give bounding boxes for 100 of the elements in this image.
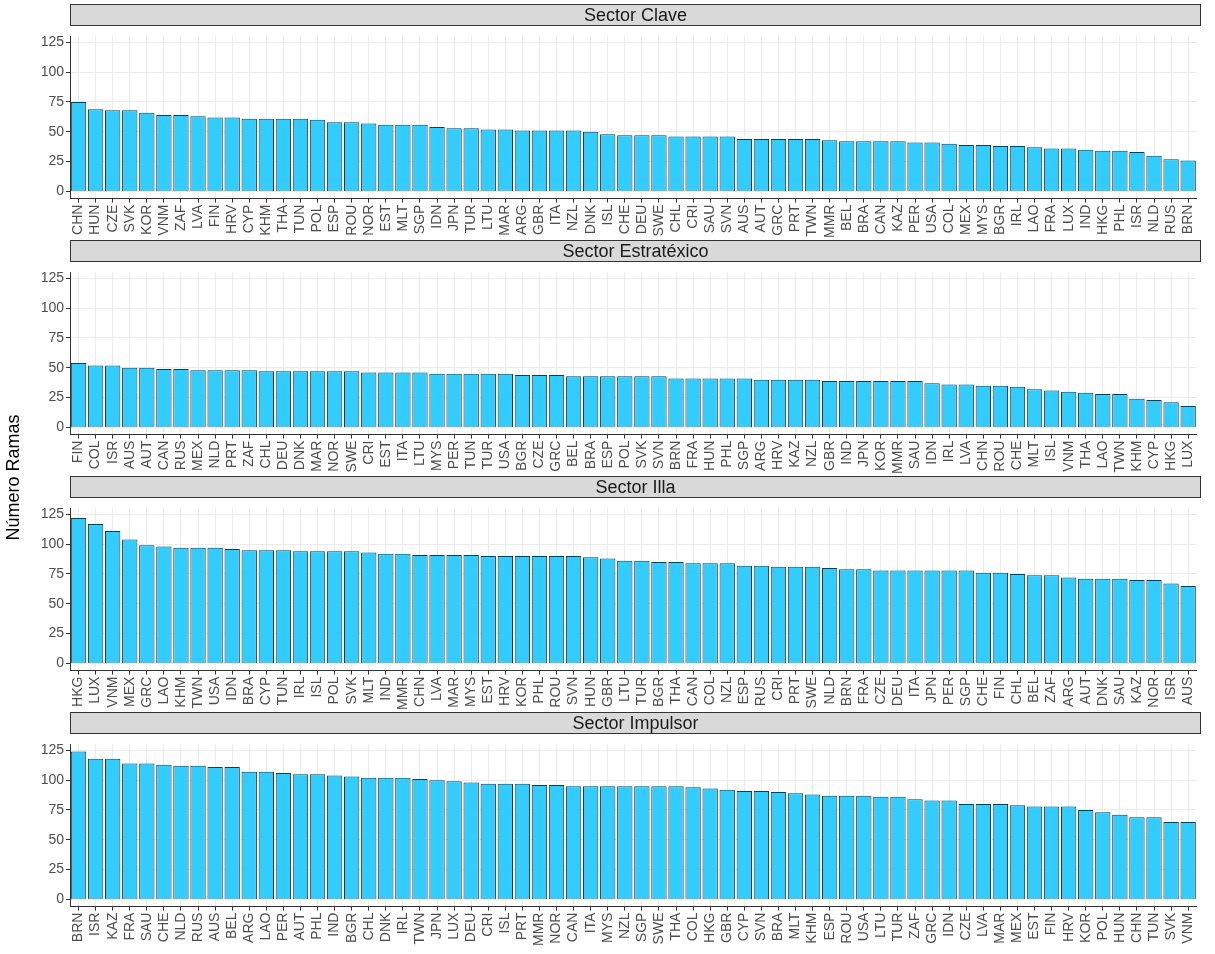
x-tick-label: IDN xyxy=(940,912,957,937)
x-tick-label: LUX xyxy=(1059,203,1076,232)
x-tick-label: KHM xyxy=(171,676,188,708)
x-tick-label: DEU xyxy=(462,912,479,943)
x-tick-label: LAO xyxy=(154,676,171,705)
x-tick-label: CZE xyxy=(530,440,547,469)
x-tick-label: AUS xyxy=(205,912,222,942)
x-tick-label: AUT xyxy=(752,204,769,233)
x-tick-label: CYP xyxy=(1144,440,1161,470)
x-tick-label: CHE xyxy=(154,912,171,943)
x-tick-label: VNM xyxy=(1179,912,1196,944)
x-tick-label: ISL xyxy=(1042,440,1059,462)
x-tick-label: VNM xyxy=(154,204,171,236)
x-tick-label: THA xyxy=(1076,439,1093,469)
x-tick-label: EST xyxy=(376,204,393,232)
x-tick-label: ISL xyxy=(496,912,513,934)
x-tick-label: RUS xyxy=(752,676,769,707)
x-tick-label: RUS xyxy=(188,912,205,943)
x-tick-label: KOR xyxy=(1076,912,1093,943)
x-tick-label: NOR xyxy=(359,204,376,236)
x-tick-label: NLD xyxy=(171,912,188,941)
x-tick-label: RUS xyxy=(1161,204,1178,235)
x-tick-label: CAN xyxy=(683,676,700,707)
x-tick-label: FRA xyxy=(1042,203,1059,233)
x-tick-label: SWE xyxy=(342,440,359,473)
y-tick-label: 0 xyxy=(56,182,65,199)
x-tick-label: LVA xyxy=(427,675,444,701)
x-tick-label: CHL xyxy=(666,204,683,233)
x-tick-label: CHE xyxy=(615,204,632,235)
x-tick-label: AUS xyxy=(1179,676,1196,706)
x-tick-label: THA xyxy=(666,675,683,705)
x-tick-label: MAR xyxy=(308,440,325,472)
y-tick-label: 125 xyxy=(40,741,65,758)
x-tick-label: KHM xyxy=(1127,440,1144,472)
x-tick-label: DEU xyxy=(888,676,905,707)
x-tick-label: BGR xyxy=(342,912,359,943)
x-tick-label: CHL xyxy=(1008,676,1025,705)
x-tick-label: IRL xyxy=(393,912,410,935)
x-tick-label: PRT xyxy=(513,912,530,941)
x-tick-label: TUN xyxy=(462,440,479,470)
x-tick-label: HKG xyxy=(69,676,86,707)
x-tick-label: SWE xyxy=(649,912,666,945)
x-tick-label: SVK xyxy=(1161,911,1178,941)
x-tick-label: LTU xyxy=(615,676,632,702)
x-tick-label: TUR xyxy=(632,676,649,706)
x-tick-label: SAU xyxy=(1110,676,1127,706)
x-tick-label: IDN xyxy=(922,440,939,465)
x-tick-label: IRL xyxy=(291,676,308,699)
x-tick-label: ARG xyxy=(752,440,769,471)
x-tick-label: VNM xyxy=(1059,440,1076,472)
x-tick-label: ARG xyxy=(513,204,530,235)
x-tick-label: ESP xyxy=(735,676,752,705)
x-tick-label: RUS xyxy=(171,440,188,471)
x-tick-label: BEL xyxy=(837,204,854,232)
x-tick-label: PER xyxy=(940,676,957,706)
x-tick-label: COL xyxy=(701,676,718,706)
x-tick-label: LTU xyxy=(871,912,888,938)
x-tick-label: PHL xyxy=(1110,204,1127,232)
x-tick-label: SVK xyxy=(120,203,137,233)
x-tick-label: LVA xyxy=(974,911,991,937)
x-tick-label: NZL xyxy=(803,440,820,468)
x-tick-label: ROU xyxy=(837,912,854,944)
x-tick-label: ESP xyxy=(325,204,342,233)
x-tick-label: LUX xyxy=(86,675,103,704)
x-tick-label: CHE xyxy=(974,676,991,707)
x-tick-label: CAN xyxy=(871,204,888,235)
x-tick-label: AUS xyxy=(735,204,752,234)
x-tick-label: LUX xyxy=(1179,439,1196,468)
x-tick-label: ISR xyxy=(103,440,120,464)
x-tick-label: HUN xyxy=(581,676,598,707)
y-tick-label: 100 xyxy=(40,299,65,316)
x-tick-label: NOR xyxy=(1144,676,1161,708)
x-tick-label: KOR xyxy=(137,204,154,235)
x-tick-label: FRA xyxy=(854,675,871,705)
x-tick-label: BEL xyxy=(1025,676,1042,704)
y-tick-label: 50 xyxy=(48,122,65,139)
y-tick-label: 125 xyxy=(40,33,65,50)
x-tick-label: LAO xyxy=(1093,440,1110,469)
y-tick-label: 25 xyxy=(48,152,65,169)
x-tick-label: CHL xyxy=(257,440,274,469)
x-tick-label: TUR xyxy=(462,204,479,234)
x-tick-label: USA xyxy=(496,439,513,470)
x-tick-label: ROU xyxy=(342,204,359,236)
x-tick-label: MAR xyxy=(496,204,513,236)
x-tick-label: BRA xyxy=(769,911,786,942)
x-tick-label: ESP xyxy=(598,440,615,469)
x-tick-label: NZL xyxy=(718,676,735,704)
x-tick-label: TUN xyxy=(274,676,291,706)
x-tick-label: COL xyxy=(940,204,957,234)
x-tick-label: PRT xyxy=(786,204,803,233)
x-tick-label: LVA xyxy=(188,203,205,229)
y-tick-label: 0 xyxy=(56,654,65,671)
y-tick-label: 50 xyxy=(48,830,65,847)
x-tick-label: HKG xyxy=(1161,440,1178,471)
x-tick-label: BRA xyxy=(581,439,598,470)
x-tick-label: KOR xyxy=(871,440,888,471)
x-tick-label: KHM xyxy=(803,912,820,944)
x-tick-label: ESP xyxy=(820,912,837,941)
x-tick-label: HRV xyxy=(1059,911,1076,942)
x-tick-label: BEL xyxy=(564,440,581,468)
